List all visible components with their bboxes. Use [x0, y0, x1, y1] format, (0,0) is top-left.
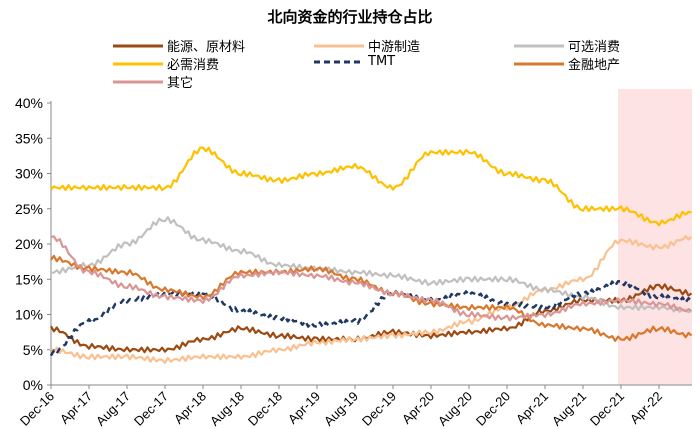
highlight-region	[618, 89, 692, 385]
legend-item: 可选消费	[514, 36, 620, 55]
x-tick-label: Apr-22	[627, 389, 665, 427]
legend-item: 金融地产	[514, 54, 620, 73]
legend-item: 中游制造	[314, 36, 420, 55]
y-tick-label: 25%	[15, 201, 43, 217]
legend-label: 必需消费	[167, 58, 220, 73]
x-tick-label: Aug-21	[549, 389, 589, 429]
x-tick-label: Dec-21	[587, 389, 627, 429]
x-tick-label: Dec-17	[131, 389, 171, 429]
chart-title: 北向资金的行业持仓占比	[267, 8, 433, 26]
legend-swatch	[113, 44, 163, 47]
legend-label: 中游制造	[368, 40, 421, 55]
legend-item: 必需消费	[113, 54, 219, 73]
x-tick-label: Apr-17	[57, 389, 95, 427]
legend-label: TMT	[368, 54, 396, 69]
series-line-7	[50, 235, 693, 322]
series-line-6	[50, 254, 693, 342]
legend-label: 可选消费	[568, 40, 621, 55]
x-tick-label: Apr-21	[513, 389, 551, 427]
y-tick-label: 10%	[15, 307, 43, 323]
y-tick-label: 0%	[23, 377, 43, 393]
legend-item: 能源、原材料	[113, 36, 245, 55]
x-tick-label: Aug-17	[93, 389, 133, 429]
legend-label: 其它	[167, 76, 194, 91]
series-line-1	[50, 283, 693, 354]
x-tick-label: Apr-18	[171, 389, 209, 427]
legend-label: 金融地产	[568, 58, 621, 73]
legend-swatch	[113, 62, 163, 65]
series-line-2	[50, 235, 693, 364]
x-tick-label: Apr-19	[285, 389, 323, 427]
legend-swatch	[314, 60, 364, 63]
y-tick-label: 40%	[15, 95, 43, 111]
y-tick-label: 35%	[15, 130, 43, 146]
legend-swatch	[314, 44, 364, 47]
series-line-4	[50, 146, 692, 227]
x-tick-label: Dec-20	[473, 389, 513, 429]
x-tick-label: Dec-19	[359, 389, 399, 429]
x-tick-label: Aug-18	[207, 389, 247, 429]
x-tick-label: Dec-18	[245, 389, 285, 429]
x-tick-label: Aug-19	[321, 389, 361, 429]
legend-swatch	[514, 44, 564, 47]
legend-item: TMT	[314, 54, 395, 69]
series-line-5	[49, 279, 693, 357]
legend-item: 其它	[113, 72, 193, 91]
y-tick-label: 30%	[15, 166, 43, 182]
legend-swatch	[113, 80, 163, 83]
x-tick-label: Aug-20	[435, 389, 475, 429]
x-tick-label: Apr-20	[399, 389, 437, 427]
y-tick-label: 20%	[15, 236, 43, 252]
y-tick-label: 5%	[23, 342, 43, 358]
legend-label: 能源、原材料	[167, 40, 246, 55]
y-tick-label: 15%	[15, 271, 43, 287]
legend-swatch	[514, 62, 564, 65]
x-tick-label: Dec-16	[17, 389, 57, 429]
series-line-3	[51, 216, 692, 314]
